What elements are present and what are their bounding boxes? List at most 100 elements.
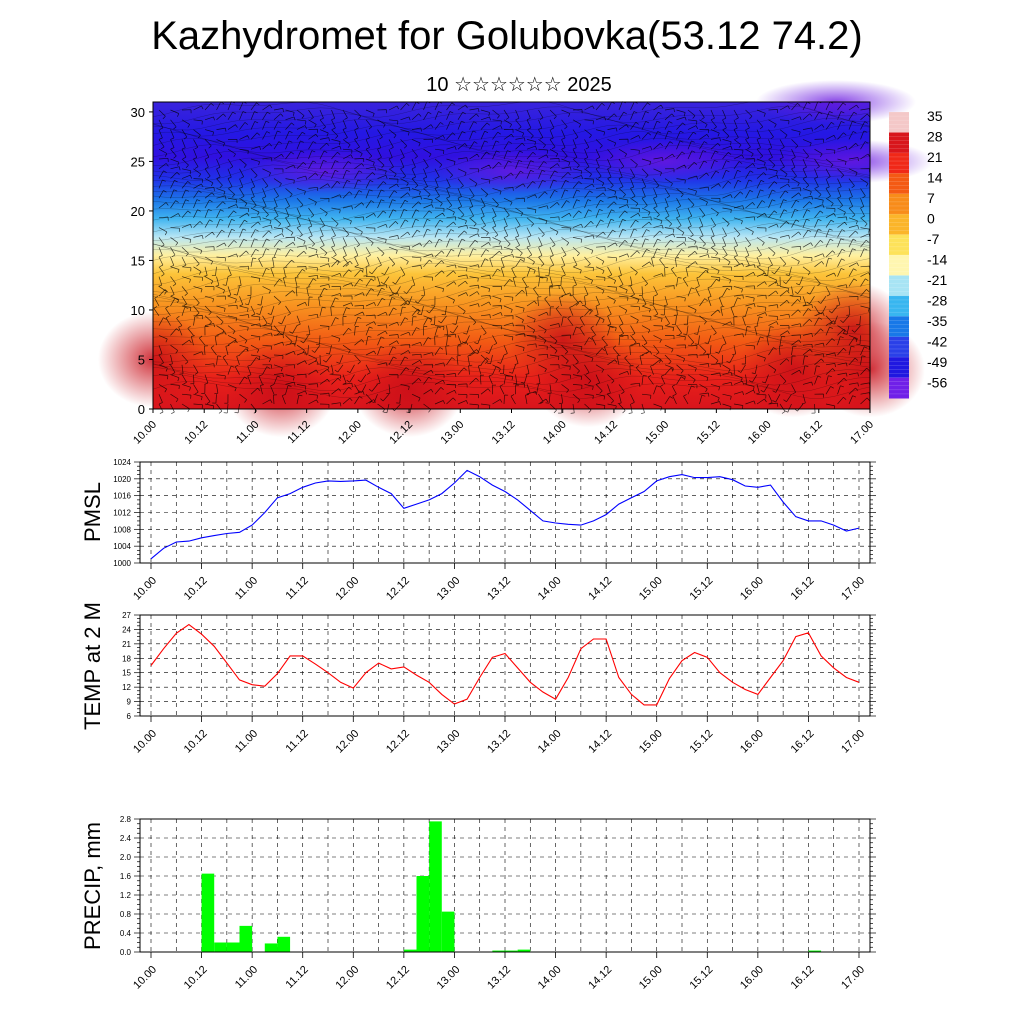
colorbar-label: -21 <box>927 272 947 288</box>
colorbar-label: -35 <box>927 313 947 329</box>
colorbar-label: 21 <box>927 149 943 165</box>
precip-bar <box>277 936 291 952</box>
contour-line <box>152 296 871 314</box>
colorbar-swatch <box>889 377 909 399</box>
contour-line <box>152 290 871 308</box>
colorbar-label: -56 <box>927 375 947 391</box>
contour-line <box>152 193 871 210</box>
y-tick-label: 10 <box>131 303 145 318</box>
x-tick-label: 16.12 <box>789 575 817 603</box>
contour-line <box>152 171 871 190</box>
contour-line <box>152 374 871 393</box>
precip-bar <box>416 876 430 952</box>
y-tick-label: 25 <box>131 154 145 169</box>
x-tick-label: 11.12 <box>283 575 310 602</box>
contour-line <box>152 179 871 196</box>
y-tick-label: 15 <box>122 669 131 678</box>
colorbar-swatch <box>889 193 909 215</box>
x-tick-label: 16.00 <box>746 419 774 447</box>
x-tick-label: 11.00 <box>233 575 260 602</box>
contour-line <box>152 276 871 295</box>
colorbar-label: -49 <box>927 354 947 370</box>
x-tick-label: 15.12 <box>695 419 723 447</box>
y-tick-label: 21 <box>122 640 131 649</box>
panel-ylabel: PRECIP, mm <box>80 822 105 950</box>
contour-line <box>152 144 871 162</box>
contour-line <box>152 164 871 183</box>
precip-bar <box>264 943 278 952</box>
y-tick-label: 12 <box>122 683 131 692</box>
contour-line <box>153 151 871 170</box>
x-tick-label: 13.00 <box>435 964 463 992</box>
y-tick-label: 27 <box>122 611 131 620</box>
x-tick-label: 12.00 <box>333 964 361 992</box>
y-tick-label: 1024 <box>113 458 131 467</box>
x-tick-label: 15.12 <box>687 964 715 992</box>
x-tick-label: 15.00 <box>637 964 665 992</box>
colorbar-swatch <box>889 112 909 133</box>
contour-line <box>152 124 871 143</box>
x-tick-label: 13.00 <box>435 728 463 756</box>
contour-line <box>152 242 871 260</box>
contour-line <box>152 366 871 386</box>
y-tick-label: 1.2 <box>120 891 132 900</box>
x-tick-label: 15.12 <box>687 728 715 756</box>
contour-line <box>152 269 871 288</box>
y-tick-label: 2.0 <box>120 853 132 862</box>
x-tick-label: 11.12 <box>283 964 310 991</box>
contour-line <box>152 186 871 203</box>
colorbar-label: 35 <box>927 108 943 124</box>
warm-core-4 <box>533 331 644 428</box>
colorbar-swatch <box>889 357 909 379</box>
x-tick-label: 10.00 <box>131 575 159 603</box>
y-tick-label: 6 <box>127 712 132 721</box>
x-tick-label: 13.12 <box>490 419 518 447</box>
precip-bar <box>239 925 253 952</box>
x-tick-label: 17.00 <box>839 728 867 756</box>
colorbar-label: -7 <box>927 231 940 247</box>
colorbar-swatch <box>889 214 909 236</box>
colorbar-swatch <box>889 336 909 358</box>
y-tick-label: 20 <box>131 204 145 219</box>
contour-line <box>152 360 871 379</box>
y-tick-label: 2.4 <box>120 834 132 843</box>
x-tick-label: 16.00 <box>738 964 766 992</box>
contour-line <box>152 210 871 229</box>
x-tick-label: 13.12 <box>485 964 513 992</box>
x-tick-label: 12.00 <box>336 419 364 447</box>
cold-core-2 <box>585 139 746 184</box>
y-tick-label: 0.4 <box>120 929 132 938</box>
precip-panel: 0.0 0.4 0.8 1.2 1.6 2.0 2.4 2.8 10.00 10.12 11.00 1… <box>80 815 876 992</box>
x-tick-label: 11.00 <box>233 728 260 755</box>
precip-bar <box>429 821 442 952</box>
contour-line <box>152 353 871 371</box>
x-tick-label: 10.12 <box>182 728 210 756</box>
contour-line <box>152 131 871 148</box>
y-tick-label: 9 <box>127 698 132 707</box>
x-tick-label: 15.00 <box>637 728 665 756</box>
colorbar-label: 28 <box>927 129 943 145</box>
colorbar-label: 0 <box>927 211 935 227</box>
contour-line <box>152 198 871 216</box>
precip-bar <box>441 911 455 952</box>
y-tick-label: 0.8 <box>120 910 132 919</box>
colorbar-swatch <box>889 173 909 195</box>
x-tick-label: 16.00 <box>738 728 766 756</box>
precip-bar <box>517 949 531 952</box>
precip-bar <box>492 950 505 952</box>
y-tick-label: 15 <box>131 253 145 268</box>
x-tick-label: 12.12 <box>384 964 412 992</box>
contour-line <box>152 381 871 399</box>
x-tick-label: 12.00 <box>333 728 361 756</box>
y-tick-label: 2.8 <box>120 815 132 824</box>
contour-line <box>152 157 871 176</box>
wind-barbs <box>153 101 871 415</box>
x-tick-label: 10.12 <box>182 575 210 603</box>
x-tick-label: 14.00 <box>541 419 569 447</box>
colorbar-label: -28 <box>927 293 947 309</box>
x-tick-label: 10.00 <box>131 419 159 447</box>
contour-line <box>152 309 871 327</box>
series-line <box>150 623 860 706</box>
